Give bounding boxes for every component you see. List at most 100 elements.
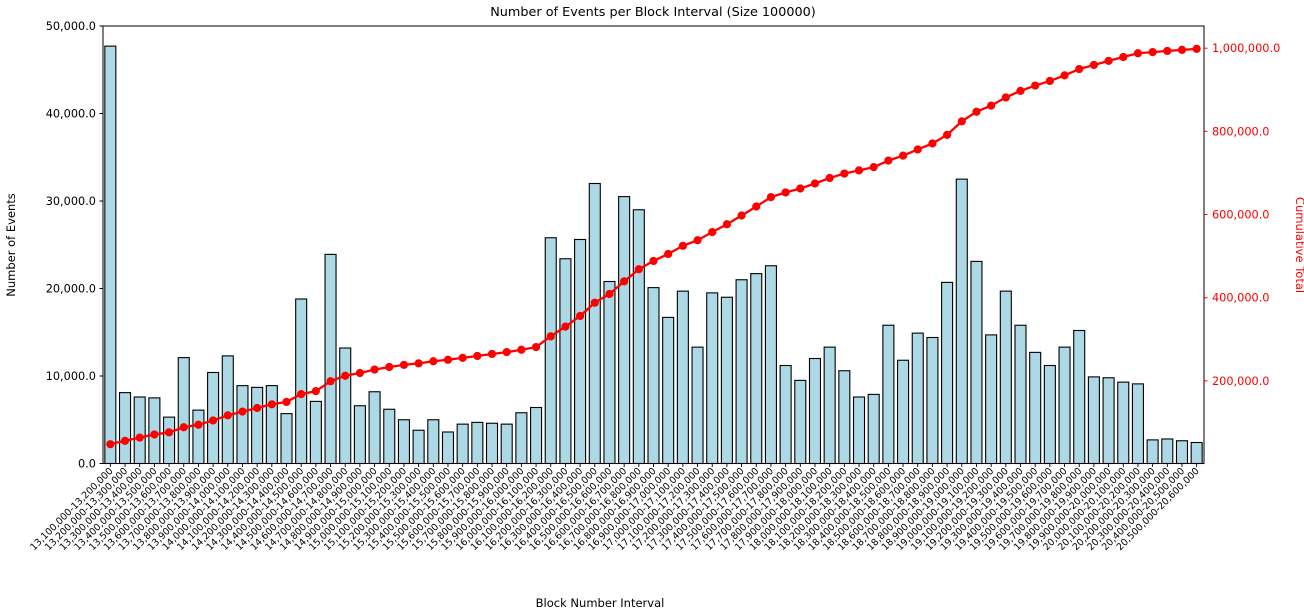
cumulative-point xyxy=(752,202,761,211)
bar xyxy=(133,396,146,465)
cumulative-point xyxy=(634,265,643,274)
bar xyxy=(926,336,939,465)
y-left-tick-label: 10,000.0 xyxy=(46,370,96,383)
bar xyxy=(603,280,616,465)
y-right-tick-label: 800,000.0 xyxy=(1212,125,1270,138)
bar xyxy=(383,408,396,465)
bar xyxy=(618,196,631,465)
cumulative-point xyxy=(385,362,394,372)
cumulative-point xyxy=(106,440,115,449)
cumulative-point xyxy=(1016,86,1025,95)
cumulative-point xyxy=(810,179,820,188)
bar xyxy=(1087,376,1100,465)
y-left-tick-label: 20,000.0 xyxy=(46,283,96,296)
bar xyxy=(897,359,910,465)
bar xyxy=(867,393,880,465)
cumulative-point xyxy=(561,322,570,331)
cumulative-point xyxy=(1089,60,1098,70)
cumulative-point xyxy=(840,169,849,178)
bar xyxy=(177,357,190,465)
y-right-tick-label: 1,000,000.0 xyxy=(1212,42,1280,55)
cumulative-point xyxy=(267,400,276,409)
cumulative-point xyxy=(223,411,232,420)
y-axis-label-right: Cumulative Total xyxy=(1293,197,1304,293)
bar xyxy=(676,290,689,465)
cumulative-point xyxy=(473,351,482,361)
cumulative-point xyxy=(620,277,629,286)
bar xyxy=(941,281,954,465)
y-left-tick-label: 0.0 xyxy=(78,458,96,471)
cumulative-point xyxy=(1060,71,1069,80)
cumulative-point xyxy=(370,365,379,374)
bar xyxy=(1161,438,1174,465)
cumulative-point xyxy=(1119,52,1128,62)
cumulative-point xyxy=(576,311,585,321)
cumulative-point xyxy=(399,360,409,370)
cumulative-point xyxy=(282,397,291,407)
cumulative-point xyxy=(517,345,526,354)
cumulative-point xyxy=(1045,76,1054,86)
cumulative-point xyxy=(1075,64,1084,74)
plot-area: 0.0 10,000.0 20,000.0 30,000.0 40,000.0 50,00… xyxy=(28,20,1280,553)
cumulative-point xyxy=(825,173,834,183)
bar xyxy=(339,347,352,465)
bar xyxy=(1190,441,1203,465)
bar xyxy=(750,273,763,465)
y-left-tick-label: 30,000.0 xyxy=(46,195,96,208)
bar xyxy=(280,413,293,465)
bar xyxy=(192,409,205,465)
cumulative-point xyxy=(928,139,937,148)
bar xyxy=(104,45,117,465)
cumulative-point xyxy=(1177,45,1187,54)
bar xyxy=(1102,377,1115,465)
cumulative-point xyxy=(502,348,511,357)
bar xyxy=(236,385,249,465)
bar xyxy=(544,237,557,465)
cumulative-point xyxy=(1133,49,1143,58)
cumulative-point xyxy=(1192,44,1201,53)
cumulative-point xyxy=(253,403,262,413)
cumulative-point xyxy=(238,407,247,416)
bar xyxy=(735,279,748,465)
cumulative-point xyxy=(737,211,746,220)
bar xyxy=(985,334,998,465)
cumulative-point xyxy=(1163,46,1172,56)
cumulative-point xyxy=(1001,93,1010,102)
cumulative-point xyxy=(678,241,687,250)
y-axis-label-left: Number of Events xyxy=(4,193,18,297)
bar xyxy=(1131,383,1144,465)
cumulative-point xyxy=(150,430,159,439)
y-right-tick-label: 400,000.0 xyxy=(1212,292,1270,305)
cumulative-point xyxy=(179,423,188,432)
bar xyxy=(647,287,660,465)
cumulative-point xyxy=(414,359,423,368)
bar xyxy=(515,412,528,465)
bar xyxy=(368,391,381,465)
cumulative-point xyxy=(766,193,776,202)
cumulative-point xyxy=(972,107,981,116)
bar xyxy=(588,182,601,465)
bar xyxy=(911,332,924,465)
x-axis-label: Block Number Interval xyxy=(536,596,665,610)
bar xyxy=(882,324,895,465)
cumulative-point xyxy=(664,249,673,259)
cumulative-point xyxy=(869,163,878,172)
bar xyxy=(456,423,469,465)
bar xyxy=(309,400,322,465)
cumulative-point xyxy=(531,342,541,352)
cumulative-point xyxy=(546,332,555,341)
bar xyxy=(324,253,337,465)
cumulative-point xyxy=(957,117,966,126)
bar xyxy=(559,258,572,465)
bar xyxy=(1073,329,1086,465)
chart-title: Number of Events per Block Interval (Siz… xyxy=(490,5,816,20)
cumulative-point xyxy=(341,371,350,380)
bar xyxy=(1175,440,1189,465)
cumulative-point xyxy=(135,433,144,442)
bar xyxy=(221,355,234,465)
bar xyxy=(706,292,719,465)
y-left-tick-label: 40,000.0 xyxy=(46,108,96,121)
cumulative-point xyxy=(1148,48,1157,57)
bar xyxy=(251,386,264,465)
bar xyxy=(574,238,587,465)
